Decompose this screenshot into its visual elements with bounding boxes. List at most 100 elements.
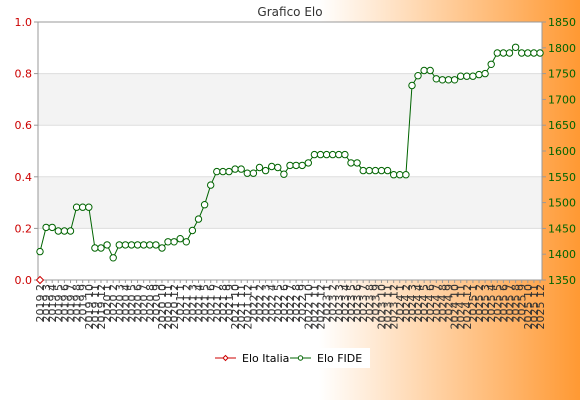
x-tick-label: 2023 5 <box>345 284 358 323</box>
x-tick-label: 2023 7 <box>357 284 370 323</box>
data-point-elo-fide <box>85 203 93 211</box>
x-tick-label: 2022 10 <box>302 284 315 330</box>
data-point-elo-fide <box>60 227 69 235</box>
x-tick-label: 2024 5 <box>418 284 431 323</box>
data-point-elo-fide <box>48 223 56 232</box>
x-tick-label: 2022 12 <box>314 284 327 330</box>
legend-item-elo-fide: Elo FIDE <box>290 352 362 365</box>
data-point-elo-fide <box>536 49 544 57</box>
x-tick-label: 2025 8 <box>510 284 523 323</box>
data-point-elo-fide <box>298 161 306 170</box>
x-tick-label: 2020 9 <box>150 284 163 323</box>
x-tick-label: 2023 10 <box>375 284 388 330</box>
data-point-elo-fide <box>524 49 532 57</box>
data-point-elo-fide <box>286 161 294 170</box>
data-point-elo-fide <box>432 75 440 83</box>
legend-marker-elo-fide <box>297 355 304 361</box>
right-tick-label: 1350 <box>548 274 576 287</box>
data-point-elo-fide <box>182 238 191 246</box>
x-tick-label: 2020 3 <box>113 284 126 323</box>
x-tick-label: 2019 8 <box>71 284 84 323</box>
left-tick-label: 0.0 <box>15 274 33 287</box>
x-tick-label: 2022 7 <box>284 284 297 323</box>
chart-title: Grafico Elo <box>257 5 322 19</box>
grid-lines <box>38 73 542 229</box>
series-elo-italia <box>35 275 45 285</box>
data-point-elo-fide <box>310 150 319 159</box>
x-tick-label: 2019 7 <box>64 284 77 323</box>
x-tick-label: 2023 6 <box>351 284 364 323</box>
data-point-elo-fide <box>54 227 62 235</box>
data-point-elo-fide <box>127 241 136 249</box>
x-tick-label: 2025 7 <box>504 284 517 323</box>
x-tick-label: 2022 6 <box>278 284 291 323</box>
data-point-elo-fide <box>359 166 367 175</box>
x-tick-label: 2024 10 <box>449 284 462 330</box>
data-point-elo-fide <box>188 226 197 235</box>
series-elo-fide <box>36 43 544 262</box>
x-tick-label: 2020 1 <box>101 284 114 323</box>
plot-band <box>38 176 542 229</box>
x-tick-label: 2020 11 <box>162 284 175 330</box>
x-tick-label: 2020 5 <box>125 284 138 323</box>
x-tick-label: 2024 6 <box>424 284 437 323</box>
x-tick-label: 2021 1 <box>174 284 187 323</box>
data-point-elo-italia <box>35 275 45 285</box>
data-point-elo-fide <box>402 171 410 179</box>
data-point-elo-fide <box>463 72 471 80</box>
x-tick-label: 2022 3 <box>260 284 273 323</box>
x-tick-label: 2024 9 <box>443 284 456 323</box>
x-tick-label: 2023 12 <box>388 284 401 330</box>
right-tick-label: 1400 <box>548 248 576 261</box>
data-point-elo-fide <box>213 167 221 176</box>
x-tick-label: 2022 4 <box>266 284 279 323</box>
x-tick-label: 2020 8 <box>144 284 157 323</box>
x-tick-label: 2021 6 <box>205 284 218 323</box>
data-point-elo-fide <box>450 76 459 84</box>
data-point-elo-fide <box>414 72 422 80</box>
data-point-elo-fide <box>329 150 337 159</box>
left-tick-label: 0.6 <box>15 119 33 132</box>
data-point-elo-fide <box>353 159 361 167</box>
x-tick-label: 2024 11 <box>455 284 468 330</box>
x-tick-label: 2021 11 <box>235 284 248 330</box>
x-tick-label: 2024 7 <box>430 284 443 323</box>
data-point-elo-fide <box>292 161 300 170</box>
data-point-elo-fide <box>530 49 538 57</box>
x-tick-label: 2019 2 <box>34 284 47 323</box>
x-tick-label: 2019 5 <box>52 284 65 323</box>
data-point-elo-fide <box>146 241 154 249</box>
data-point-elo-fide <box>140 241 148 249</box>
right-tick-label: 1800 <box>548 42 576 55</box>
data-point-elo-fide <box>444 76 453 84</box>
x-tick-label: 2025 11 <box>528 284 541 330</box>
x-tick-label: 2024 2 <box>400 284 413 323</box>
x-tick-label: 2022 9 <box>296 284 309 323</box>
x-tick-label: 2023 11 <box>382 284 395 330</box>
x-tick-label: 2024 12 <box>461 284 474 330</box>
right-tick-label: 1450 <box>548 222 576 235</box>
x-tick-label: 2025 1 <box>467 284 480 323</box>
x-tick-label: 2021 8 <box>217 284 230 323</box>
data-point-elo-fide <box>365 166 373 175</box>
data-point-elo-fide <box>304 159 312 167</box>
x-tick-label: 2021 4 <box>193 284 206 323</box>
x-tick-label: 2019 4 <box>46 284 59 323</box>
right-tick-label: 1600 <box>548 145 576 158</box>
x-tick-label: 2020 6 <box>132 284 145 323</box>
right-tick-label: 1500 <box>548 197 576 210</box>
legend-label-elo-italia: Elo Italia <box>242 352 289 365</box>
data-point-elo-fide <box>371 166 380 175</box>
data-point-elo-fide <box>243 169 252 177</box>
legend-marker-elo-italia <box>222 354 229 362</box>
data-point-elo-fide <box>79 203 87 211</box>
x-tick-label: 2020 2 <box>107 284 120 323</box>
data-point-elo-fide <box>176 235 184 243</box>
data-point-elo-fide <box>335 150 343 159</box>
data-point-elo-fide <box>438 76 447 84</box>
plot-band <box>38 22 542 74</box>
data-point-elo-fide <box>207 181 215 189</box>
x-tick-label: 2024 1 <box>394 284 407 323</box>
